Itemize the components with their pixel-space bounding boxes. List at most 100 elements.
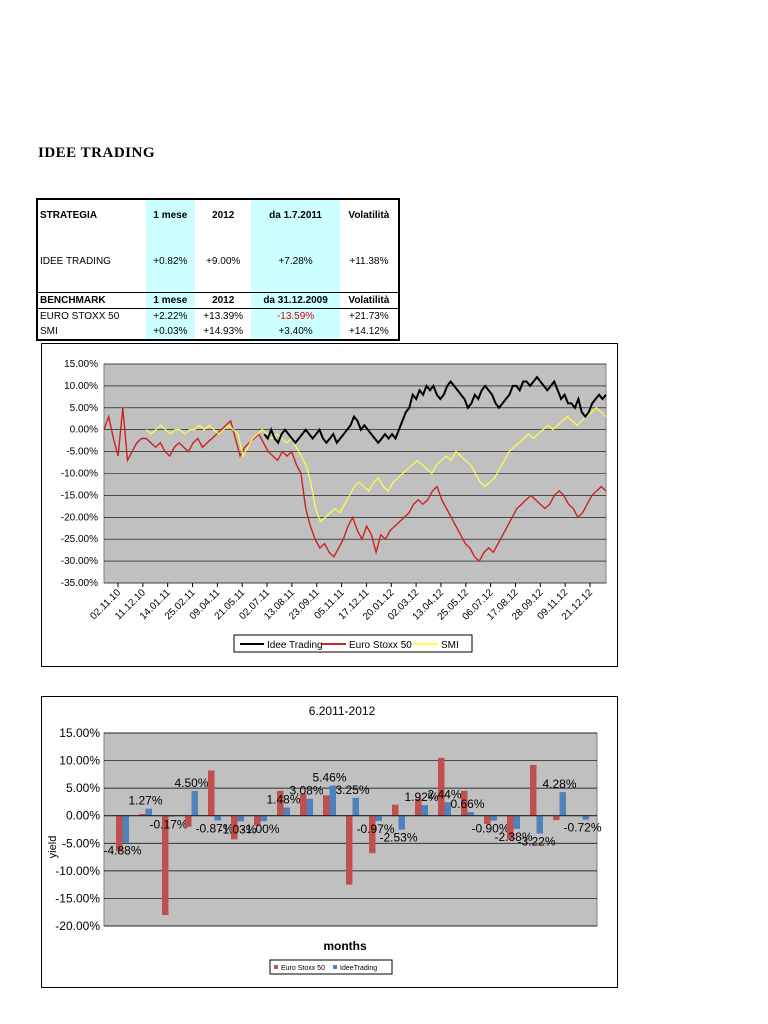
data-label: 4.28% xyxy=(542,777,576,791)
table-header-benchmark: BENCHMARK 1 mese 2012 da 31.12.2009 Vola… xyxy=(37,292,399,309)
legend xyxy=(233,634,473,653)
x-axis-label: months xyxy=(323,939,367,953)
data-label: -4.88% xyxy=(103,844,141,858)
y-tick-label: -5.00% xyxy=(62,836,100,850)
table-cell: IDEE TRADING xyxy=(40,255,111,267)
bar-idee-trading xyxy=(352,797,359,816)
bar-chart: 6.2011-201215.00%10.00%5.00%0.00%-5.00%-… xyxy=(47,704,602,975)
y-axis-label: yield xyxy=(47,836,59,859)
bar-idee-trading xyxy=(582,815,589,820)
bar-idee-trading xyxy=(398,815,405,830)
legend-label: Euro Stoxx 50 xyxy=(349,640,412,651)
bar-euro-stoxx xyxy=(369,815,376,854)
y-tick-label: -35.00% xyxy=(61,578,98,589)
smi-line xyxy=(145,406,607,523)
y-tick-label: -15.00% xyxy=(61,490,98,501)
legend-label: Euro Stoxx 50 xyxy=(281,965,325,972)
performance-table: STRATEGIA 1 mese 2012 da 1.7.2011 Volati… xyxy=(36,198,400,341)
bar-idee-trading xyxy=(145,808,152,816)
table-cell: 1 mese xyxy=(145,199,195,230)
table-cell: da 1.7.2011 xyxy=(251,199,340,230)
legend xyxy=(269,959,393,975)
data-label: 3.08% xyxy=(289,784,323,798)
legend-label: IdeeTrading xyxy=(340,965,377,972)
bar-euro-stoxx xyxy=(553,815,560,821)
bar-idee-trading xyxy=(122,815,129,843)
table-cell: +21.73% xyxy=(348,311,389,322)
data-label: -1.03% xyxy=(218,822,256,836)
data-label: -0.17% xyxy=(149,818,187,832)
bar-euro-stoxx xyxy=(254,815,261,826)
bar-idee-trading xyxy=(237,815,244,822)
bar-euro-stoxx xyxy=(116,815,123,852)
table-row: SMI +0.03% +14.93% +3.40% +14.12% xyxy=(37,324,399,341)
table-cell: +7.28% xyxy=(251,230,340,293)
table-cell: +2.22% xyxy=(145,308,195,324)
bar-idee-trading xyxy=(283,807,290,816)
bar-euro-stoxx xyxy=(392,804,399,816)
table-cell: Volatilità xyxy=(348,209,390,221)
table-cell: +13.39% xyxy=(203,311,244,322)
legend-label: Idee Trading xyxy=(267,640,323,651)
bar-euro-stoxx xyxy=(208,770,215,816)
page-title: IDEE TRADING xyxy=(38,145,155,161)
table-cell: EURO STOXX 50 xyxy=(40,311,120,322)
bar-idee-trading xyxy=(306,798,313,816)
y-tick-label: -10.00% xyxy=(61,469,98,480)
bar-idee-trading xyxy=(513,815,520,829)
bar-idee-trading xyxy=(559,792,566,816)
y-tick-label: -25.00% xyxy=(61,534,98,545)
y-tick-label: -20.00% xyxy=(55,919,100,933)
table-cell: da 31.12.2009 xyxy=(251,292,340,309)
table-cell: +14.12% xyxy=(339,324,399,341)
data-label: 1.48% xyxy=(266,793,300,807)
data-label: 2.44% xyxy=(427,787,461,801)
bar-euro-stoxx xyxy=(323,795,330,816)
bar-idee-trading xyxy=(444,802,451,816)
data-label: -2.38% xyxy=(494,830,532,844)
bar-euro-stoxx xyxy=(346,815,353,885)
table-cell: BENCHMARK xyxy=(37,292,146,309)
data-label: -1.00% xyxy=(241,822,279,836)
data-label: -0.72% xyxy=(563,821,601,835)
data-label: 1.92% xyxy=(404,790,438,804)
bar-euro-stoxx xyxy=(231,815,238,840)
bar-idee-trading xyxy=(168,815,175,817)
legend-swatch xyxy=(274,965,278,969)
table-cell: +0.03% xyxy=(145,324,195,341)
table-header-strategy: STRATEGIA 1 mese 2012 da 1.7.2011 Volati… xyxy=(37,199,399,230)
bar-idee-trading xyxy=(375,815,382,822)
table-cell: +0.82% xyxy=(145,230,195,293)
chart-title: 6.2011-2012 xyxy=(309,704,376,718)
y-tick-label: 5.00% xyxy=(70,403,98,414)
table-cell: +9.00% xyxy=(206,255,241,267)
y-tick-label: 10.00% xyxy=(59,754,100,768)
data-label: 3.25% xyxy=(335,783,369,797)
bar-euro-stoxx xyxy=(162,815,169,915)
bar-euro-stoxx xyxy=(484,815,491,824)
bar-idee-trading xyxy=(467,812,474,816)
bar-euro-stoxx xyxy=(277,790,284,816)
y-tick-label: 10.00% xyxy=(64,381,98,392)
y-tick-label: -30.00% xyxy=(61,556,98,567)
table-cell: 2012 xyxy=(212,209,235,221)
y-tick-label: 15.00% xyxy=(64,359,98,370)
table-cell: STRATEGIA xyxy=(40,209,98,221)
data-label: -0.90% xyxy=(471,822,509,836)
bar-idee-trading xyxy=(536,815,543,834)
data-label: -0.87% xyxy=(195,822,233,836)
y-tick-label: -5.00% xyxy=(66,447,98,458)
bar-euro-stoxx xyxy=(300,793,307,816)
y-tick-label: 0.00% xyxy=(70,425,98,436)
line-chart-box: 15.00% 10.00% 5.00% 0.00% -5.00% -10.00% -15.0… xyxy=(41,343,618,667)
bar-idee-trading xyxy=(421,805,428,816)
data-label: 5.46% xyxy=(312,771,346,785)
data-label: 1.27% xyxy=(128,794,162,808)
data-label: -2.53% xyxy=(379,831,417,845)
y-tick-label: 0.00% xyxy=(66,809,100,823)
table-cell: SMI xyxy=(37,324,146,341)
bar-idee-trading xyxy=(191,790,198,816)
data-label: 0.66% xyxy=(450,797,484,811)
bar-euro-stoxx xyxy=(185,815,192,827)
data-label: -0.97% xyxy=(356,822,394,836)
